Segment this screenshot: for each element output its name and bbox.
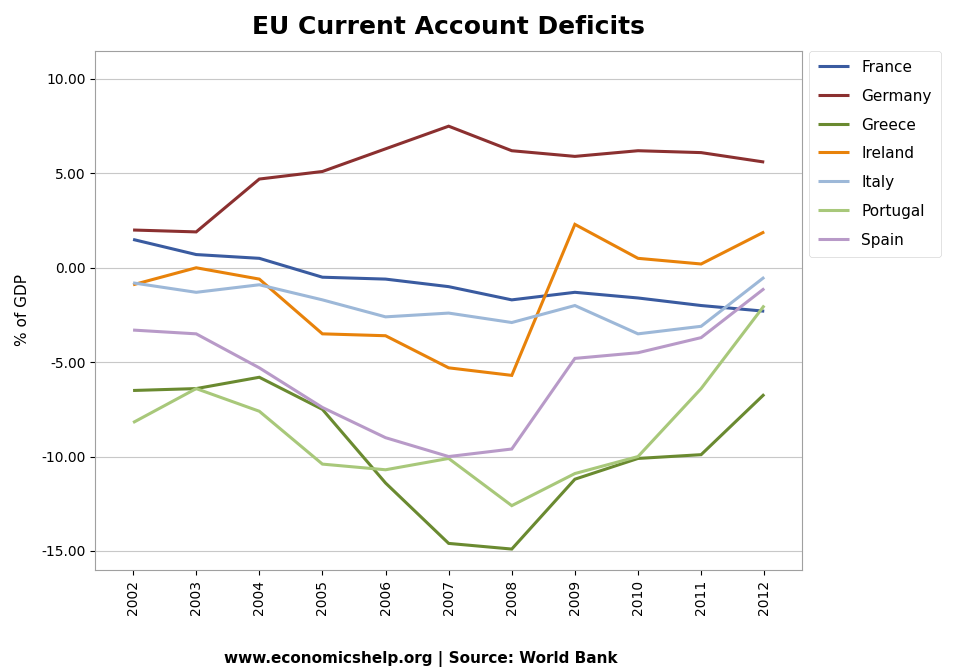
Ireland (569, 220, 580, 228)
Ireland (253, 275, 265, 283)
Portugal (253, 407, 265, 415)
France (443, 283, 454, 291)
Portugal (506, 502, 517, 510)
Greece (506, 545, 517, 553)
Italy (190, 288, 202, 296)
Germany (758, 158, 770, 166)
Spain (569, 354, 580, 362)
Germany (127, 226, 139, 234)
Line: Portugal: Portugal (133, 306, 764, 506)
Italy (569, 302, 580, 310)
Ireland (190, 264, 202, 272)
Spain (253, 364, 265, 372)
Spain (695, 334, 706, 342)
Germany (316, 168, 328, 176)
Ireland (506, 371, 517, 379)
Germany (380, 145, 391, 153)
Italy (253, 281, 265, 289)
Germany (695, 149, 706, 157)
France (127, 235, 139, 243)
Line: Germany: Germany (133, 126, 764, 232)
Germany (190, 228, 202, 236)
Portugal (758, 302, 770, 310)
Line: Ireland: Ireland (133, 224, 764, 375)
Portugal (127, 419, 139, 427)
Ireland (316, 330, 328, 338)
Ireland (695, 260, 706, 268)
Greece (695, 451, 706, 459)
Portugal (443, 454, 454, 462)
Portugal (380, 466, 391, 474)
Italy (127, 279, 139, 287)
Italy (758, 273, 770, 281)
Portugal (569, 470, 580, 478)
Spain (506, 445, 517, 453)
France (632, 294, 643, 302)
Greece (380, 479, 391, 487)
Spain (190, 330, 202, 338)
Germany (632, 147, 643, 155)
Line: Spain: Spain (133, 289, 764, 456)
Greece (758, 390, 770, 398)
Germany (506, 147, 517, 155)
France (380, 275, 391, 283)
Spain (127, 326, 139, 334)
Spain (380, 433, 391, 442)
Greece (632, 454, 643, 462)
France (758, 307, 770, 315)
Portugal (695, 385, 706, 393)
France (253, 255, 265, 263)
Portugal (190, 385, 202, 393)
Germany (253, 175, 265, 183)
Line: Italy: Italy (133, 277, 764, 334)
Italy (695, 322, 706, 330)
France (190, 251, 202, 259)
Legend: France, Germany, Greece, Ireland, Italy, Portugal, Spain: France, Germany, Greece, Ireland, Italy,… (809, 51, 941, 257)
Italy (632, 330, 643, 338)
Italy (443, 309, 454, 317)
Italy (380, 313, 391, 321)
France (316, 273, 328, 281)
Line: Greece: Greece (133, 377, 764, 549)
Greece (190, 385, 202, 393)
Y-axis label: % of GDP: % of GDP (15, 274, 30, 346)
Spain (443, 452, 454, 460)
Italy (316, 296, 328, 304)
Ireland (758, 228, 770, 236)
Ireland (127, 281, 139, 289)
Greece (569, 475, 580, 483)
Ireland (443, 364, 454, 372)
Italy (506, 318, 517, 326)
France (695, 302, 706, 310)
Greece (127, 387, 139, 395)
Title: EU Current Account Deficits: EU Current Account Deficits (252, 15, 645, 39)
Greece (253, 373, 265, 381)
Spain (316, 403, 328, 411)
Ireland (380, 332, 391, 340)
Ireland (632, 255, 643, 263)
Portugal (632, 452, 643, 460)
Germany (569, 152, 580, 160)
Spain (632, 348, 643, 356)
Spain (758, 285, 770, 293)
Germany (443, 122, 454, 130)
Line: France: France (133, 239, 764, 311)
Greece (443, 539, 454, 547)
Text: www.economicshelp.org | Source: World Bank: www.economicshelp.org | Source: World Ba… (224, 651, 618, 667)
France (506, 296, 517, 304)
Greece (316, 405, 328, 413)
France (569, 288, 580, 296)
Portugal (316, 460, 328, 468)
